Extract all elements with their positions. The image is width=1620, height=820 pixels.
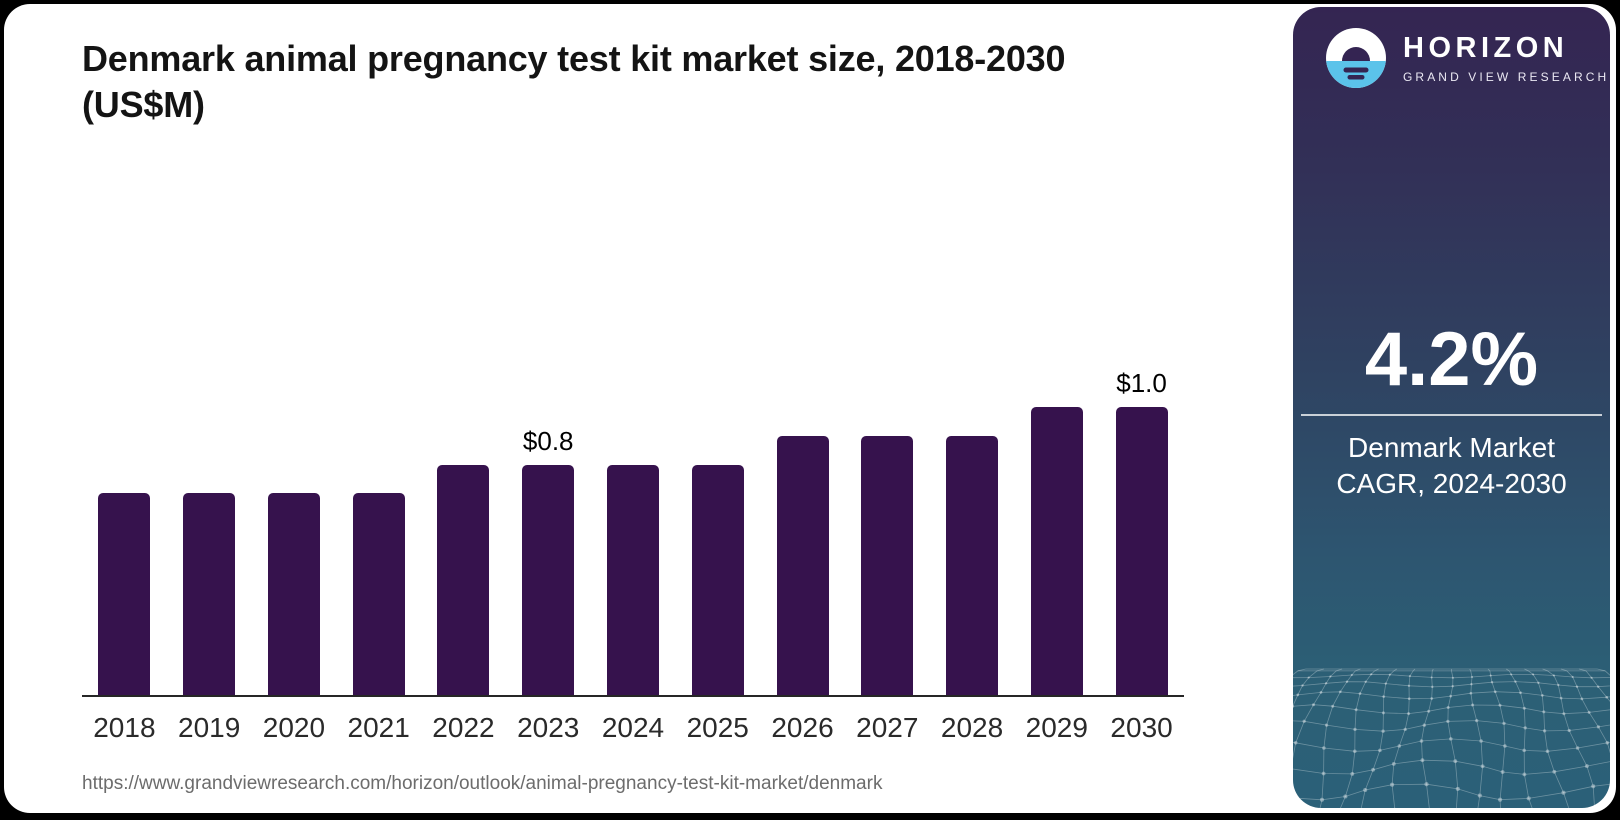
cagr-label-line-1: Denmark Market — [1348, 432, 1555, 463]
chart-title-line-2: (US$M) — [82, 84, 205, 125]
bar-slot-2029 — [1014, 384, 1099, 695]
bar-slot-2026 — [760, 384, 845, 695]
bar-2027 — [861, 436, 914, 695]
x-tick-2020: 2020 — [262, 712, 326, 743]
source-url: https://www.grandviewresearch.com/horizo… — [82, 773, 883, 794]
cagr-value: 4.2% — [1364, 317, 1539, 402]
bar-2025 — [691, 465, 744, 695]
data-label-2030: $1.0 — [1116, 368, 1167, 398]
data-label-2023: $0.8 — [522, 426, 574, 456]
horizon-sun-icon — [1326, 28, 1386, 88]
wave-mesh-graphic — [1293, 666, 1610, 808]
bar-2018 — [98, 493, 151, 695]
x-tick-2027: 2027 — [856, 712, 919, 743]
bar-slot-2030: $1.0 — [1099, 368, 1184, 695]
bar-slot-2021 — [336, 384, 421, 695]
bar-slot-2024 — [591, 384, 676, 695]
x-axis-line — [82, 695, 1184, 697]
bar-slot-2028 — [930, 384, 1015, 695]
x-tick-2024: 2024 — [601, 712, 665, 743]
x-tick-2029: 2029 — [1025, 712, 1088, 743]
divider-line — [1301, 414, 1602, 416]
x-tick-2021: 2021 — [347, 712, 410, 743]
x-tick-2022: 2022 — [432, 712, 495, 743]
bar-slot-2025 — [675, 384, 760, 695]
brand-logo: HORIZON GRAND VIEW RESEARCH — [1326, 28, 1609, 88]
brand-sidebar: HORIZON GRAND VIEW RESEARCH 4.2% Denmark… — [1293, 7, 1610, 808]
x-tick-2018: 2018 — [93, 712, 156, 743]
bar-slot-2022 — [421, 384, 506, 695]
bar-2024 — [606, 465, 659, 695]
bar-slot-2023: $0.8 — [506, 384, 591, 695]
bar-2019 — [183, 493, 236, 695]
bar-slot-2019 — [167, 384, 252, 695]
bar-2022 — [437, 465, 490, 695]
bar-2029 — [1030, 407, 1083, 695]
bar-2023 — [522, 465, 575, 695]
x-tick-2025: 2025 — [686, 712, 749, 743]
cagr-stat-block: 4.2% Denmark Market CAGR, 2024-2030 — [1293, 322, 1610, 503]
bar-2028 — [946, 436, 999, 695]
cagr-label-line-2: CAGR, 2024-2030 — [1336, 468, 1567, 500]
bar-plot: $0.8 $1.0 — [82, 368, 1184, 695]
bar-slot-2027 — [845, 384, 930, 695]
bar-2020 — [267, 493, 320, 695]
x-axis-labels: 2018 2019 2020 2021 2022 2023 2024 2025 2026 2027… — [82, 712, 1184, 744]
x-tick-2019: 2019 — [178, 712, 241, 743]
brand-name: HORIZON — [1403, 32, 1569, 64]
bar-2030 — [1115, 407, 1168, 695]
cagr-label: Denmark Market CAGR, 2024-2030 — [1293, 430, 1610, 503]
bar-2021 — [352, 493, 405, 695]
chart-title-line-1: Denmark animal pregnancy test kit market… — [82, 38, 1066, 79]
x-tick-2028: 2028 — [940, 712, 1004, 743]
x-tick-2023: 2023 — [517, 712, 580, 743]
bar-slot-2018 — [82, 384, 167, 695]
bar-2026 — [776, 436, 829, 695]
chart-title: Denmark animal pregnancy test kit market… — [82, 36, 1066, 128]
bar-slot-2020 — [252, 384, 337, 695]
brand-subtitle: GRAND VIEW RESEARCH — [1403, 70, 1610, 84]
x-tick-2026: 2026 — [771, 712, 834, 743]
brand-text: HORIZON GRAND VIEW RESEARCH — [1403, 32, 1609, 84]
x-tick-2030: 2030 — [1110, 712, 1173, 743]
